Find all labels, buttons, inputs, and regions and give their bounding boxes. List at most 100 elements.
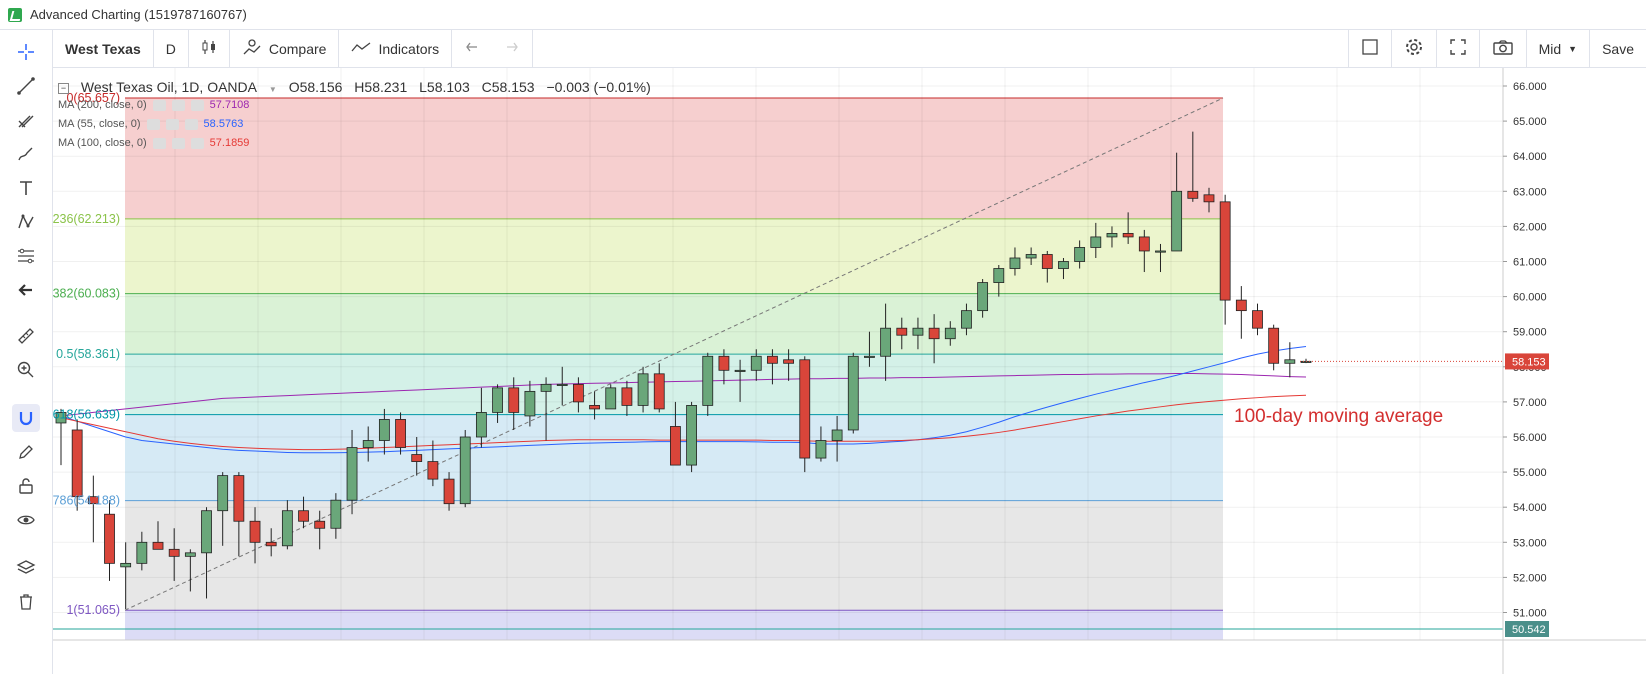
axis-tick-label: 51.000 <box>1513 608 1547 620</box>
series-legend: − West Texas Oil, 1D, OANDA ▼ O58.156 H5… <box>58 79 659 95</box>
candle <box>298 496 309 529</box>
pitchfork-icon[interactable] <box>12 106 40 134</box>
pencil-lock-icon[interactable] <box>12 438 40 466</box>
candle <box>233 472 245 557</box>
indicators-button[interactable]: Indicators <box>339 29 453 68</box>
remove-icon[interactable] <box>190 99 204 111</box>
price-chart[interactable]: 51.000 52.000 53.000 54.000 55.000 56.000 57.0… <box>53 68 1646 674</box>
eye-toggle-icon[interactable] <box>146 118 160 130</box>
candle <box>831 415 843 462</box>
interval-button[interactable]: D <box>154 29 189 68</box>
candle <box>427 440 439 487</box>
redo-button[interactable] <box>492 29 534 68</box>
remove-icon[interactable] <box>184 118 198 130</box>
candle <box>1058 257 1069 280</box>
candle-body <box>281 510 293 547</box>
candle <box>443 472 455 511</box>
indicator-label: MA (55, close, 0) <box>58 118 141 130</box>
fibonacci-retracement[interactable] <box>125 97 1223 640</box>
chart-style-button[interactable] <box>189 29 230 68</box>
crosshair-icon[interactable] <box>12 38 40 66</box>
fullscreen-layout-button[interactable] <box>1347 29 1391 68</box>
fib-zone <box>125 98 1223 219</box>
candle <box>750 349 762 381</box>
indicator-ma55[interactable]: MA (55, close, 0) 58.5763 <box>58 118 243 130</box>
text-tool-icon[interactable] <box>12 174 40 202</box>
candle-body <box>880 327 892 357</box>
candle-body <box>912 327 924 336</box>
candle <box>459 429 471 508</box>
settings-icon[interactable] <box>171 99 185 111</box>
candle <box>249 507 261 564</box>
candle-body <box>1106 233 1118 238</box>
compare-button[interactable]: Compare <box>230 29 340 68</box>
candle <box>1268 324 1280 371</box>
fib-label: 236(62.213) <box>53 212 120 226</box>
symbol-search-button[interactable]: West Texas <box>53 29 154 68</box>
fib-label: 0(65.657) <box>66 91 120 105</box>
candle-body <box>1219 201 1231 301</box>
candle <box>637 366 649 413</box>
candle-body <box>944 327 956 340</box>
price-axis[interactable]: 51.000 52.000 53.000 54.000 55.000 56.000 57.0… <box>53 68 1646 674</box>
candle-body <box>767 355 778 364</box>
candle-body <box>605 387 617 410</box>
fib-tool-icon[interactable] <box>12 242 40 270</box>
fib-label: 1(51.065) <box>66 603 120 617</box>
candle-body <box>362 440 374 448</box>
remove-icon[interactable] <box>190 137 204 149</box>
eye-toggle-icon[interactable] <box>152 99 166 111</box>
symbol-label: West Texas <box>65 40 141 57</box>
candle-body <box>799 359 811 459</box>
collapse-icon[interactable]: − <box>58 82 69 94</box>
brush-icon[interactable] <box>12 140 40 168</box>
pattern-icon[interactable] <box>12 208 40 236</box>
trash-icon[interactable] <box>12 588 40 616</box>
magnet-icon[interactable] <box>12 404 40 432</box>
price-mode-dropdown[interactable]: Mid ▼ <box>1525 29 1589 68</box>
undo-button[interactable] <box>452 30 492 68</box>
back-arrow-icon[interactable] <box>12 276 40 304</box>
high-value: H58.231 <box>354 79 408 95</box>
snapshot-button[interactable] <box>1478 29 1526 68</box>
axis-tick-label: 62.000 <box>1513 221 1547 233</box>
series-name[interactable]: West Texas Oil, 1D, OANDA <box>80 79 257 95</box>
candle-body <box>1252 310 1263 329</box>
axis-tick-label: 64.000 <box>1513 151 1547 163</box>
caret-icon[interactable]: ▼ <box>268 85 277 94</box>
candle <box>184 549 196 592</box>
eye-icon[interactable] <box>12 506 40 534</box>
layers-icon[interactable] <box>12 554 40 582</box>
candle-body <box>993 268 1005 283</box>
settings-button[interactable] <box>1390 29 1436 68</box>
trend-line-icon[interactable] <box>12 72 40 100</box>
fib-zone <box>125 610 1223 640</box>
ruler-icon[interactable] <box>12 322 40 350</box>
candle <box>1138 229 1150 273</box>
candle-body <box>249 520 261 543</box>
axis-tick-label: 60.000 <box>1513 292 1547 304</box>
save-button[interactable]: Save <box>1589 29 1646 68</box>
candle-body <box>71 429 83 498</box>
lock-icon[interactable] <box>12 472 40 500</box>
settings-icon[interactable] <box>171 137 185 149</box>
chart-annotation[interactable]: 100-day moving average <box>1234 406 1444 427</box>
candle-body <box>475 412 487 438</box>
candle-body <box>637 373 649 406</box>
candle-body <box>459 436 471 505</box>
candle-body <box>896 327 908 336</box>
app-logo-icon <box>8 7 22 22</box>
indicator-ma100[interactable]: MA (100, close, 0) 57.1859 <box>58 137 249 149</box>
candle-body <box>1074 247 1086 262</box>
open-value: O58.156 <box>288 79 343 95</box>
indicator-ma200[interactable]: MA (200, close, 0) 57.7108 <box>58 99 249 111</box>
candle <box>977 279 989 318</box>
fullscreen-button[interactable] <box>1435 29 1479 68</box>
candle-body <box>734 369 746 372</box>
camera-icon <box>1492 38 1514 59</box>
eye-toggle-icon[interactable] <box>152 137 166 149</box>
settings-icon[interactable] <box>165 118 179 130</box>
candle-body <box>1025 254 1037 259</box>
candle-body <box>152 541 164 550</box>
zoom-in-icon[interactable] <box>12 356 40 384</box>
